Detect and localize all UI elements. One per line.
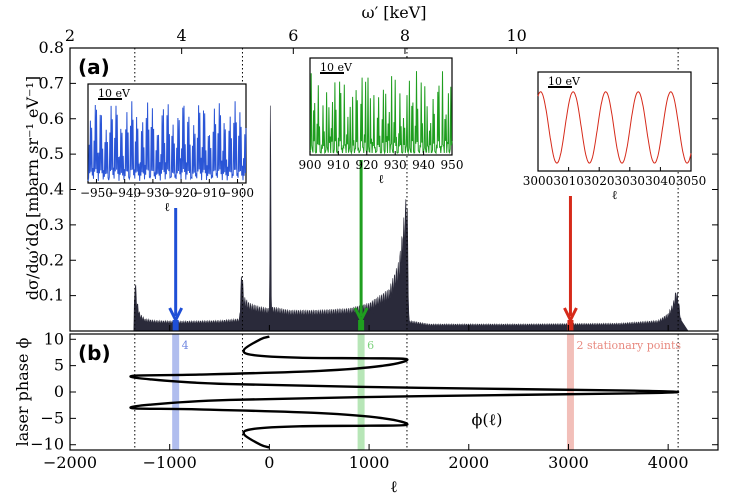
inset-1: 10 eV 900 910 920 930 940 950 ℓ <box>299 57 464 186</box>
inset-signal-2 <box>537 91 692 164</box>
inset-tick-label-0-0: −950 <box>80 186 113 200</box>
panel-a-y-ticks: 0.1 0.2 0.3 0.4 0.5 0.6 0.7 0.8 <box>39 38 718 305</box>
top-tick-label-1: 4 <box>177 26 187 45</box>
phase-curve <box>129 335 680 449</box>
inset-tick-label-0-2: −930 <box>136 186 169 200</box>
inset-tick-label-0-1: −940 <box>108 186 141 200</box>
b-xtick-label-3: 1000 <box>349 453 390 472</box>
inset-tick-label-2-4: 3040 <box>645 174 676 188</box>
inset-tick-label-0-5: −900 <box>221 186 254 200</box>
top-tick-label-2: 6 <box>288 26 298 45</box>
insets: 10 eV −950−940−930−920−910−900 ℓ 10 eV 900 91… <box>80 57 707 214</box>
panel-a-arrows <box>168 160 578 331</box>
b-ytick-label-4: 10 <box>44 329 64 348</box>
inset-2: 10 eV 3000 3010 3020 3030 3040 3050 ℓ <box>523 71 707 202</box>
inset-tick-label-2-1: 3010 <box>553 174 584 188</box>
b-xtick-label-2: 0 <box>264 453 274 472</box>
inset-scalebar-label-1: 10 eV <box>320 61 353 74</box>
highlight-band-label-2: 2 stationary points <box>576 339 681 352</box>
inset-tick-label-2-2: 3020 <box>584 174 615 188</box>
inset-frame-2 <box>537 71 692 172</box>
highlight-band-label-1: 6 <box>367 339 374 352</box>
top-axis-title: ω′ [keV] <box>362 3 427 22</box>
panel-a-top-ticks: 2 4 6 8 10 <box>65 26 527 54</box>
a-ytick-label-4: 0.5 <box>39 144 64 163</box>
b-ytick-label-3: 5 <box>54 356 64 375</box>
arrow-marker-2 <box>567 320 574 331</box>
bottom-axis-title: ℓ <box>390 477 398 496</box>
spectrum-trace <box>133 105 689 332</box>
panel-b-label: (b) <box>78 341 111 365</box>
b-xtick-label-6: 4000 <box>648 453 689 472</box>
inset-scalebar-label-0: 10 eV <box>98 87 131 100</box>
inset-tick-label-1-1: 910 <box>327 158 350 172</box>
inset-signal-0 <box>87 101 247 182</box>
inset-tick-label-1-3: 930 <box>384 158 407 172</box>
b-ytick-label-2: 0 <box>54 382 64 401</box>
inset-signal-1 <box>309 71 453 155</box>
a-ytick-label-0: 0.1 <box>39 286 64 305</box>
inset-xlabel-0: ℓ <box>164 200 170 214</box>
inset-0: 10 eV −950−940−930−920−910−900 ℓ <box>80 83 254 214</box>
panel-b: −10 −5 0 5 10 −2000 −1000 0 1000 2000 3000 4000 (b… <box>13 325 719 496</box>
b-xtick-label-5: 3000 <box>548 453 589 472</box>
a-ytick-label-5: 0.6 <box>39 109 64 128</box>
highlight-band-label-0: 4 <box>182 339 189 352</box>
top-tick-label-4: 10 <box>506 26 526 45</box>
panel-b-dotted-lines <box>134 334 679 450</box>
inset-xlabel-2: ℓ <box>612 188 618 202</box>
inset-tick-label-1-2: 920 <box>355 158 378 172</box>
b-ytick-label-0: −10 <box>30 435 64 454</box>
panel-a-label: (a) <box>78 55 110 79</box>
highlight-band-2 <box>566 334 574 450</box>
a-ytick-label-7: 0.8 <box>39 38 64 57</box>
inset-scalebar-label-2: 10 eV <box>548 75 581 88</box>
inset-tick-label-2-0: 3000 <box>523 174 554 188</box>
panel-a: 0.1 0.2 0.3 0.4 0.5 0.6 0.7 0.8 2 4 6 8 10 (a) ω′ [… <box>23 3 719 332</box>
inset-tick-label-1-4: 940 <box>412 158 435 172</box>
inset-tick-label-2-5: 3050 <box>676 174 707 188</box>
inset-tick-label-2-3: 3030 <box>615 174 646 188</box>
a-ytick-label-1: 0.2 <box>39 250 64 269</box>
phase-curve-label: ϕ(ℓ) <box>471 410 502 429</box>
top-tick-label-0: 2 <box>65 26 75 45</box>
panel-b-x-ticks: −2000 −1000 0 1000 2000 3000 4000 <box>43 325 689 472</box>
panel-a-ylabel: dσ/dω′dΩ [mbarn sr⁻¹ eV⁻¹] <box>23 76 42 300</box>
arrow-marker-0 <box>172 320 179 331</box>
panel-b-band-labels: 4 6 2 stationary points <box>182 339 682 352</box>
arrow-marker-1 <box>358 320 365 331</box>
a-ytick-label-3: 0.4 <box>39 180 64 199</box>
inset-tick-label-1-5: 950 <box>441 158 464 172</box>
panel-b-highlight-bands <box>172 334 574 450</box>
b-xtick-label-1: −1000 <box>143 453 197 472</box>
b-ytick-label-1: −5 <box>40 408 64 427</box>
inset-tick-label-1-0: 900 <box>299 158 322 172</box>
b-xtick-label-4: 2000 <box>448 453 489 472</box>
a-ytick-label-2: 0.3 <box>39 215 64 234</box>
inset-xlabel-1: ℓ <box>378 172 384 186</box>
highlight-band-1 <box>357 334 365 450</box>
panel-b-ylabel: laser phase ϕ <box>13 337 32 446</box>
b-xtick-label-0: −2000 <box>43 453 97 472</box>
highlight-band-0 <box>172 334 180 450</box>
top-tick-label-3: 8 <box>400 26 410 45</box>
inset-tick-label-0-3: −920 <box>165 186 198 200</box>
inset-tick-label-0-4: −910 <box>193 186 226 200</box>
inset-frame-1 <box>309 57 453 156</box>
panel-b-y-ticks: −10 −5 0 5 10 <box>30 329 718 454</box>
panel-a-dotted-lines <box>134 48 679 331</box>
a-ytick-label-6: 0.7 <box>39 73 64 92</box>
